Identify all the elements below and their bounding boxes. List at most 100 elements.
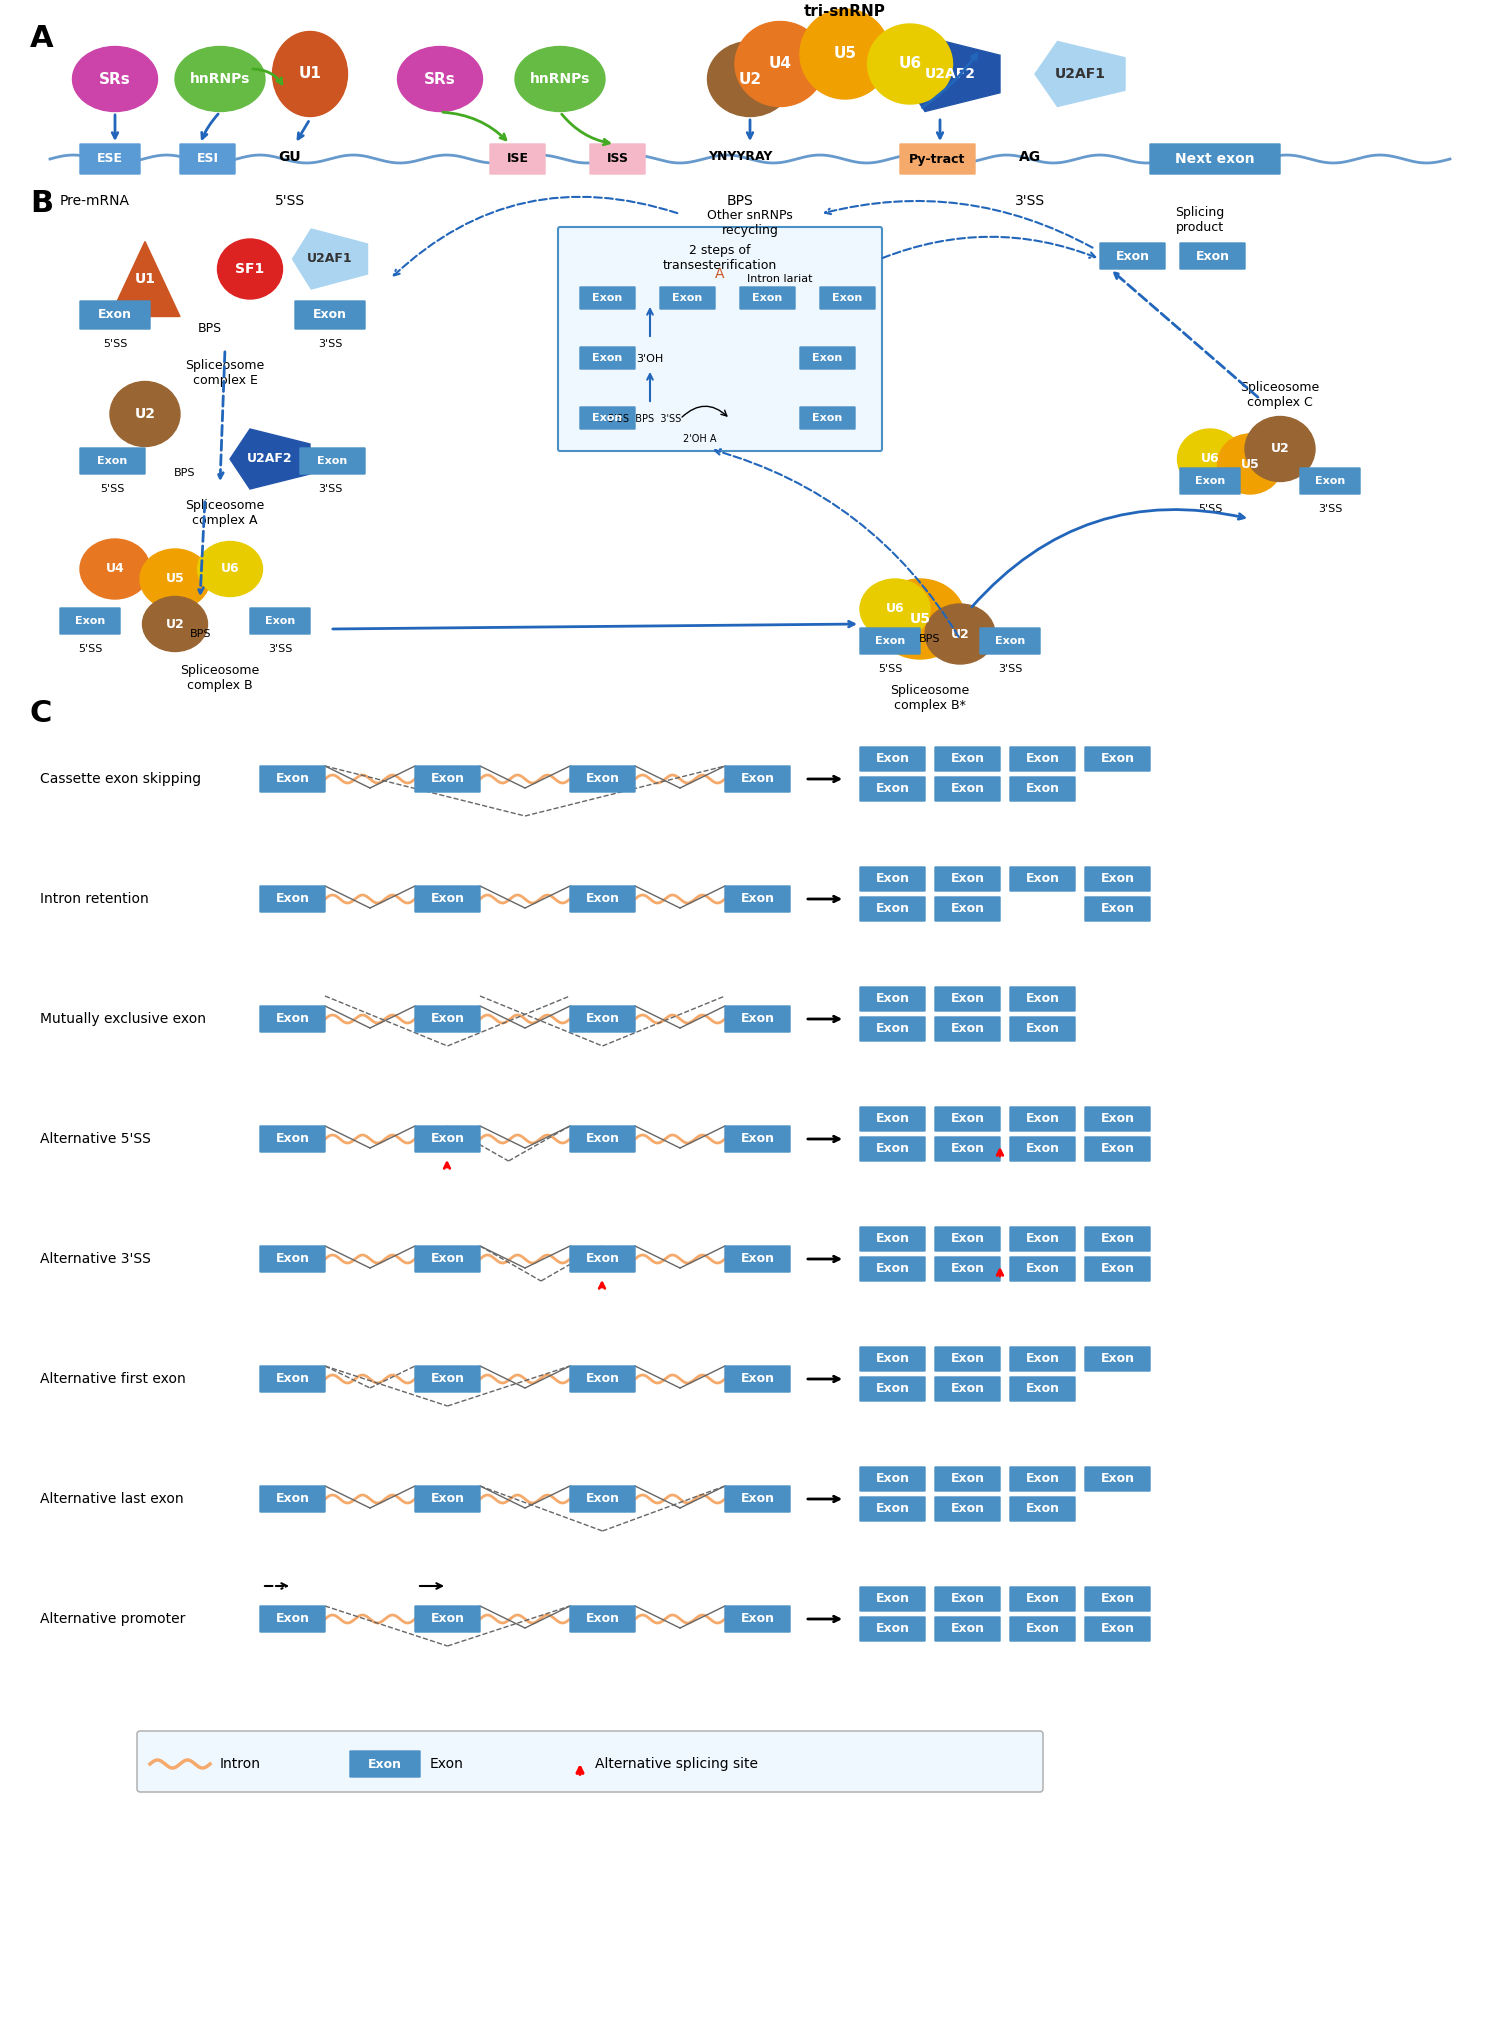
FancyBboxPatch shape bbox=[860, 897, 925, 921]
Text: Exon: Exon bbox=[1100, 1593, 1135, 1605]
Text: Exon: Exon bbox=[875, 903, 910, 915]
Text: SRs: SRs bbox=[99, 71, 130, 87]
Text: 5'SS  BPS  3'SS: 5'SS BPS 3'SS bbox=[609, 414, 682, 424]
FancyBboxPatch shape bbox=[580, 286, 636, 308]
Text: Exon: Exon bbox=[1025, 1112, 1060, 1126]
FancyBboxPatch shape bbox=[860, 1347, 925, 1372]
FancyBboxPatch shape bbox=[259, 1485, 325, 1512]
FancyBboxPatch shape bbox=[860, 986, 925, 1010]
Text: Exon: Exon bbox=[875, 1593, 910, 1605]
Text: U4: U4 bbox=[105, 562, 124, 576]
Text: Exon: Exon bbox=[430, 1012, 465, 1025]
Text: Exon: Exon bbox=[875, 783, 910, 795]
Text: A: A bbox=[30, 24, 54, 53]
FancyBboxPatch shape bbox=[860, 1617, 925, 1641]
FancyBboxPatch shape bbox=[860, 1497, 925, 1522]
Text: Exon: Exon bbox=[875, 872, 910, 885]
FancyBboxPatch shape bbox=[180, 144, 235, 174]
FancyBboxPatch shape bbox=[660, 286, 715, 308]
Text: Spliceosome
complex A: Spliceosome complex A bbox=[186, 499, 265, 528]
FancyBboxPatch shape bbox=[935, 747, 1000, 771]
Text: Exon: Exon bbox=[430, 1757, 463, 1771]
FancyBboxPatch shape bbox=[415, 1006, 480, 1033]
Text: ISE: ISE bbox=[507, 152, 529, 166]
Polygon shape bbox=[899, 37, 1000, 112]
Text: U2AF2: U2AF2 bbox=[247, 452, 292, 465]
Text: GU: GU bbox=[279, 150, 301, 164]
Ellipse shape bbox=[217, 239, 282, 298]
Text: Exon: Exon bbox=[430, 1372, 465, 1386]
Text: Exon: Exon bbox=[1025, 1503, 1060, 1516]
FancyBboxPatch shape bbox=[860, 1587, 925, 1611]
Text: Exon: Exon bbox=[1100, 1623, 1135, 1635]
FancyBboxPatch shape bbox=[415, 1126, 480, 1152]
FancyBboxPatch shape bbox=[415, 1485, 480, 1512]
Text: Exon: Exon bbox=[586, 1012, 619, 1025]
FancyBboxPatch shape bbox=[860, 1467, 925, 1491]
FancyBboxPatch shape bbox=[935, 1017, 1000, 1041]
FancyBboxPatch shape bbox=[1085, 1467, 1150, 1491]
Text: Exon: Exon bbox=[276, 1012, 309, 1025]
FancyBboxPatch shape bbox=[860, 1378, 925, 1400]
Text: Exon: Exon bbox=[276, 773, 309, 785]
Text: Exon: Exon bbox=[1025, 872, 1060, 885]
FancyBboxPatch shape bbox=[1085, 1587, 1150, 1611]
FancyBboxPatch shape bbox=[1010, 1228, 1075, 1252]
Text: Exon: Exon bbox=[741, 1252, 775, 1266]
FancyBboxPatch shape bbox=[935, 986, 1000, 1010]
Text: Exon: Exon bbox=[1100, 1353, 1135, 1366]
FancyBboxPatch shape bbox=[726, 1006, 790, 1033]
Text: A: A bbox=[715, 268, 724, 280]
Text: Alternative last exon: Alternative last exon bbox=[40, 1491, 183, 1506]
FancyBboxPatch shape bbox=[349, 1751, 420, 1777]
Text: Exon: Exon bbox=[950, 1023, 985, 1035]
Text: Exon: Exon bbox=[430, 893, 465, 905]
Text: Exon: Exon bbox=[950, 1623, 985, 1635]
Text: Intron retention: Intron retention bbox=[40, 893, 148, 907]
Text: U6: U6 bbox=[1201, 452, 1219, 465]
FancyBboxPatch shape bbox=[741, 286, 794, 308]
FancyBboxPatch shape bbox=[1085, 1258, 1150, 1280]
Text: U6: U6 bbox=[898, 57, 922, 71]
Text: Exon: Exon bbox=[875, 1623, 910, 1635]
Text: Exon: Exon bbox=[741, 1493, 775, 1506]
FancyBboxPatch shape bbox=[415, 887, 480, 911]
Text: Exon: Exon bbox=[875, 992, 910, 1006]
Text: Exon: Exon bbox=[1025, 1593, 1060, 1605]
Text: Exon: Exon bbox=[950, 903, 985, 915]
Text: Exon: Exon bbox=[265, 617, 295, 627]
Ellipse shape bbox=[139, 550, 210, 609]
Text: Exon: Exon bbox=[430, 773, 465, 785]
Text: Exon: Exon bbox=[950, 1232, 985, 1246]
Text: BPS: BPS bbox=[174, 469, 196, 479]
Text: Exon: Exon bbox=[1025, 1353, 1060, 1366]
FancyBboxPatch shape bbox=[860, 866, 925, 891]
Text: Exon: Exon bbox=[1115, 250, 1150, 262]
Text: Exon: Exon bbox=[741, 1372, 775, 1386]
FancyBboxPatch shape bbox=[1010, 1136, 1075, 1161]
Text: Exon: Exon bbox=[430, 1132, 465, 1146]
FancyBboxPatch shape bbox=[250, 609, 310, 633]
Ellipse shape bbox=[868, 24, 952, 103]
Text: 5'SS: 5'SS bbox=[274, 195, 306, 209]
FancyBboxPatch shape bbox=[259, 1607, 325, 1631]
Text: ESI: ESI bbox=[196, 152, 219, 166]
FancyBboxPatch shape bbox=[259, 767, 325, 791]
Text: Exon: Exon bbox=[950, 872, 985, 885]
Text: Intron: Intron bbox=[220, 1757, 261, 1771]
Text: U2: U2 bbox=[739, 71, 761, 87]
FancyBboxPatch shape bbox=[1010, 1617, 1075, 1641]
Polygon shape bbox=[229, 428, 310, 489]
FancyBboxPatch shape bbox=[935, 1587, 1000, 1611]
FancyBboxPatch shape bbox=[820, 286, 875, 308]
Text: 5'SS: 5'SS bbox=[100, 485, 124, 493]
Text: Exon: Exon bbox=[1025, 1142, 1060, 1155]
Text: Exon: Exon bbox=[1025, 992, 1060, 1006]
Text: 3'SS: 3'SS bbox=[268, 643, 292, 653]
Text: Exon: Exon bbox=[586, 893, 619, 905]
FancyBboxPatch shape bbox=[935, 1228, 1000, 1252]
Ellipse shape bbox=[735, 22, 824, 106]
Text: Exon: Exon bbox=[950, 783, 985, 795]
Text: Exon: Exon bbox=[875, 1112, 910, 1126]
FancyBboxPatch shape bbox=[935, 1467, 1000, 1491]
